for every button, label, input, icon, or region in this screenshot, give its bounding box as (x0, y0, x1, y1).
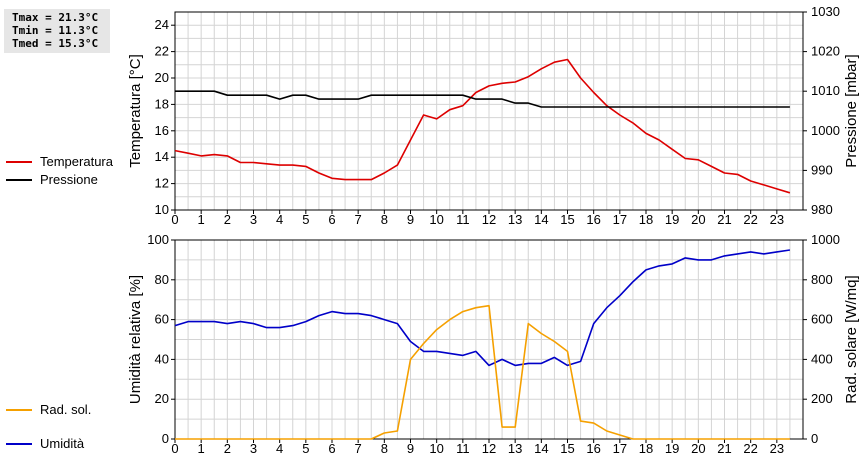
tmin-label: Tmin = 11.3°C (12, 24, 99, 37)
chart2-xtick-label: 2 (224, 441, 231, 456)
chart2-y2tick-label: 200 (811, 391, 833, 406)
chart1-xtick-label: 14 (534, 212, 548, 227)
legend-item-temperatura: Temperatura (6, 154, 113, 170)
chart1-ytick-label: 18 (155, 96, 169, 111)
chart1-xtick-label: 7 (355, 212, 362, 227)
chart2-y2tick-label: 600 (811, 312, 833, 327)
chart2-series-2-line (175, 304, 790, 440)
chart1-xtick-label: 10 (429, 212, 443, 227)
chart2-xtick-label: 23 (770, 441, 784, 456)
chart1-ytick-label: 10 (155, 202, 169, 217)
chart1-xtick-label: 2 (224, 212, 231, 227)
chart2-y2tick-label: 1000 (811, 232, 840, 247)
chart1-xtick-label: 11 (456, 212, 470, 227)
chart1-ytick-label: 22 (155, 44, 169, 59)
chart2-xtick-label: 9 (407, 441, 414, 456)
chart2-xtick-label: 4 (276, 441, 283, 456)
chart1-xtick-label: 23 (770, 212, 784, 227)
chart2-xtick-label: 7 (355, 441, 362, 456)
legend-swatch-temperatura (6, 160, 32, 163)
tmax-label: Tmax = 21.3°C (12, 11, 99, 24)
chart2-xtick-label: 10 (429, 441, 443, 456)
chart2-xtick-label: 8 (381, 441, 388, 456)
chart1-xtick-label: 19 (665, 212, 679, 227)
chart2-ytick-label: 20 (155, 391, 169, 406)
chart1-series-2-line (175, 90, 790, 108)
chart1-series-1-line (174, 58, 791, 194)
chart2-xtick-label: 21 (717, 441, 731, 456)
chart2-xtick-label: 16 (586, 441, 600, 456)
legend-item-umidita: Umidità (6, 436, 84, 452)
chart1-ytick-label: 12 (155, 176, 169, 191)
chart2-y2tick-label: 800 (811, 272, 833, 287)
chart1-y2tick-label: 1000 (811, 123, 840, 138)
chart1-xtick-label: 21 (717, 212, 731, 227)
chart1-y2tick-label: 1020 (811, 44, 840, 59)
legend-swatch-umidita (6, 442, 32, 445)
chart1-xtick-label: 12 (482, 212, 496, 227)
chart2-xtick-label: 3 (250, 441, 257, 456)
chart2-ytick-label: 0 (162, 431, 169, 446)
legend-swatch-rad-sol (6, 408, 32, 411)
chart1-xtick-label: 16 (586, 212, 600, 227)
chart1-ytick-label: 16 (155, 123, 169, 138)
chart1-y2tick-label: 990 (811, 162, 833, 177)
legend-label-rad-sol: Rad. sol. (40, 402, 92, 417)
chart1-ytick-label: 14 (155, 149, 169, 164)
legend-label-umidita: Umidità (40, 436, 85, 451)
chart1-xtick-label: 17 (613, 212, 627, 227)
chart2-xtick-label: 17 (613, 441, 627, 456)
chart1-xtick-label: 22 (743, 212, 757, 227)
chart1-xtick-label: 1 (198, 212, 205, 227)
stats-box: Tmax = 21.3°C Tmin = 11.3°C Tmed = 15.3°… (4, 9, 110, 53)
chart1-ytick-label: 24 (155, 17, 169, 32)
chart1-y2tick-label: 980 (811, 202, 833, 217)
legend-label-pressione: Pressione (40, 172, 98, 187)
legend-swatch-pressione (6, 178, 32, 181)
chart2-y2tick-label: 0 (811, 431, 818, 446)
legend-item-pressione: Pressione (6, 172, 98, 188)
chart2-y2label: Rad. solare [W/mq] (843, 275, 860, 403)
chart2-ytick-label: 60 (155, 312, 169, 327)
tmed-label: Tmed = 15.3°C (12, 37, 99, 50)
chart1-ytick-label: 20 (155, 70, 169, 85)
chart1-xtick-label: 6 (328, 212, 335, 227)
chart2-ytick-label: 40 (155, 351, 169, 366)
chart1-xtick-label: 0 (171, 212, 178, 227)
chart1-ylabel: Temperatura [°C] (127, 54, 144, 168)
chart2-xtick-label: 19 (665, 441, 679, 456)
chart2-xtick-label: 22 (743, 441, 757, 456)
chart1-y2tick-label: 1010 (811, 83, 840, 98)
chart2-xtick-label: 0 (171, 441, 178, 456)
chart1-xtick-label: 15 (560, 212, 574, 227)
chart2-series-1-line (174, 249, 791, 367)
chart1-xtick-label: 20 (691, 212, 705, 227)
legend-item-rad-sol: Rad. sol. (6, 402, 91, 418)
chart2-xtick-label: 14 (534, 441, 548, 456)
chart2-xtick-label: 18 (639, 441, 653, 456)
chart2-xtick-label: 6 (328, 441, 335, 456)
chart2-ytick-label: 100 (147, 232, 169, 247)
chart1-xtick-label: 4 (276, 212, 283, 227)
chart2-xtick-label: 5 (302, 441, 309, 456)
legend-label-temperatura: Temperatura (40, 154, 113, 169)
chart1-xtick-label: 18 (639, 212, 653, 227)
chart2-xtick-label: 15 (560, 441, 574, 456)
chart2-xtick-label: 13 (508, 441, 522, 456)
chart1-y2label: Pressione [mbar] (843, 54, 860, 167)
chart1-xtick-label: 3 (250, 212, 257, 227)
chart1-xtick-label: 8 (381, 212, 388, 227)
chart2-xtick-label: 20 (691, 441, 705, 456)
chart1-y2tick-label: 1030 (811, 4, 840, 19)
chart2-ytick-label: 80 (155, 272, 169, 287)
chart2-y2tick-label: 400 (811, 351, 833, 366)
chart2-xtick-label: 11 (456, 441, 470, 456)
chart2-ylabel: Umidità relativa [%] (127, 275, 144, 404)
chart1-xtick-label: 5 (302, 212, 309, 227)
chart1-xtick-label: 9 (407, 212, 414, 227)
chart2-xtick-label: 1 (198, 441, 205, 456)
chart1-xtick-label: 13 (508, 212, 522, 227)
chart2-xtick-label: 12 (482, 441, 496, 456)
